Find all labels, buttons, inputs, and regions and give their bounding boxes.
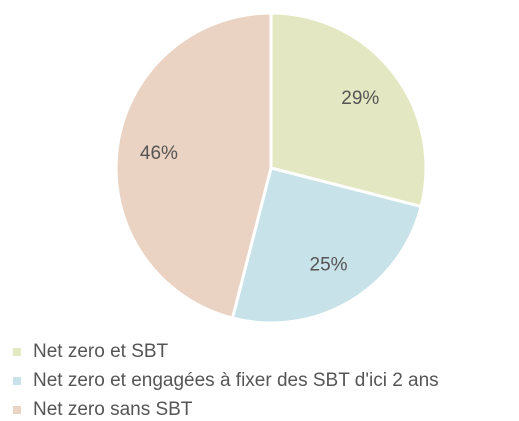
- legend-swatch: [13, 377, 21, 385]
- legend-label: Net zero et SBT: [33, 341, 169, 362]
- legend-label: Net zero sans SBT: [33, 399, 193, 420]
- slice-label: 46%: [140, 143, 178, 164]
- legend-label: Net zero et engagées à fixer des SBT d'i…: [33, 370, 439, 391]
- slice-label: 25%: [310, 254, 348, 275]
- pie-slice: [230, 166, 423, 325]
- pie-slice: [269, 11, 428, 209]
- legend-swatch: [13, 406, 21, 414]
- slice-label: 29%: [341, 88, 379, 109]
- legend-swatch: [13, 348, 21, 356]
- pie-slice: [114, 11, 273, 320]
